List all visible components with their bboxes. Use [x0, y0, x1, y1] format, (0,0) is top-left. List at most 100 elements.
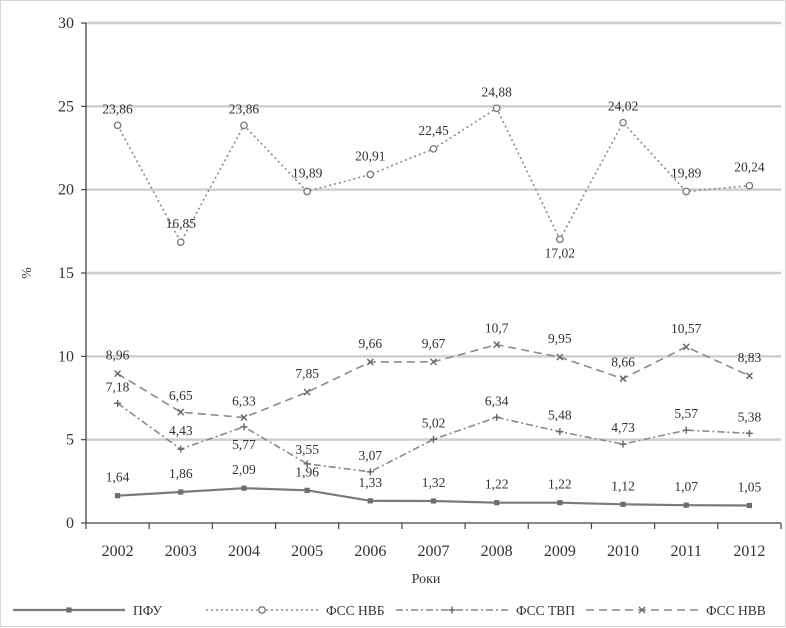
series-3-data-label: 3,07: [359, 448, 383, 463]
series-2-marker: [113, 121, 122, 130]
series-1-marker: [241, 485, 247, 491]
series-2-data-label: 17,02: [545, 245, 575, 260]
series-2-marker: [682, 187, 691, 196]
x-tick-label-2007: 2007: [418, 543, 450, 560]
series-2-data-label: 24,02: [608, 99, 638, 114]
series-2-marker: [492, 104, 501, 113]
series-4-data-label: 9,95: [548, 331, 572, 346]
series-1-data-label: 1,07: [674, 479, 698, 494]
series-4-data-label: 9,66: [359, 336, 383, 351]
legend-marker-series-4: [638, 606, 646, 614]
legend: ПФУ ФСС НВБ ФСС ТВП ФСС НВВ: [13, 603, 766, 618]
y-tick-label-15: 15: [58, 265, 74, 282]
series-1-marker: [620, 501, 626, 507]
series-1-data-label: 2,09: [232, 462, 256, 477]
series-2-marker: [240, 121, 248, 130]
series-markers: [113, 104, 754, 509]
series-3-marker: [366, 468, 374, 476]
series-2-data-label: 19,89: [292, 166, 323, 181]
series-1-data-label: 1,12: [611, 478, 635, 493]
series-4-marker: [114, 370, 122, 378]
series-4-marker: [556, 353, 564, 361]
series-1-marker: [114, 493, 121, 499]
series-4-data-label: 10,7: [485, 321, 509, 336]
x-tick-labels: 2002 2003 2004 2005 2006 2007 2008 2009 2010 2011…: [102, 543, 766, 560]
series-2-data-label: 24,88: [481, 84, 512, 99]
series-2-data-label: 20,24: [734, 160, 765, 175]
series-4-data-label: 8,66: [611, 355, 635, 370]
legend-label-series-2: ФСС НВБ: [326, 603, 385, 618]
series-4-data-label: 8,96: [106, 348, 130, 363]
series-2-data-label: 20,91: [355, 149, 385, 164]
x-tick-label-2006: 2006: [354, 543, 386, 560]
series-4-marker: [745, 372, 753, 380]
legend-label-series-1: ПФУ: [133, 603, 162, 618]
series-1-data-label: 1,86: [169, 466, 193, 481]
series-4-marker: [177, 408, 185, 416]
y-axis-label: %: [20, 267, 35, 279]
series-3-data-label: 6,34: [485, 393, 509, 408]
series-4-data-label: 8,83: [738, 350, 762, 365]
series-3-data-label: 5,77: [232, 437, 256, 452]
series-2-data-label: 19,89: [671, 166, 702, 181]
series-4-marker: [493, 341, 501, 349]
series-2-data-label: 22,45: [418, 123, 449, 138]
data-labels: 1,64 1,86 2,09 1,96 1,33 1,32 1,22 1,22 1,12 1,07…: [102, 84, 764, 494]
series-2-marker: [303, 187, 311, 196]
series-2-marker: [556, 235, 564, 244]
series-4-marker: [240, 414, 248, 421]
series-1-marker: [683, 502, 689, 508]
series-4-marker: [682, 343, 690, 351]
series-4-marker: [366, 358, 374, 366]
series-4-marker: [430, 358, 437, 366]
series-3-data-label: 5,57: [674, 406, 698, 421]
gridlines: [86, 21, 781, 441]
series-2-marker: [619, 118, 627, 127]
series-3-marker: [177, 445, 185, 453]
series-3-data-label: 5,02: [422, 415, 446, 430]
series-1-data-label: 1,32: [422, 475, 446, 490]
x-tick-label-2009: 2009: [544, 543, 576, 560]
series-3-data-label: 4,43: [169, 423, 193, 438]
y-tick-label-0: 0: [66, 515, 74, 532]
series-3-marker: [682, 426, 690, 434]
series-3-data-label: 4,73: [611, 420, 635, 435]
x-tick-label-2002: 2002: [102, 543, 134, 560]
series-3-marker: [493, 413, 501, 421]
series-3-marker: [745, 429, 753, 437]
x-tick-label-2012: 2012: [733, 543, 765, 560]
series-2-marker: [366, 170, 375, 179]
series-2-data-label: 23,86: [102, 101, 133, 116]
series-1-data-label: 1,64: [106, 470, 130, 485]
series-1-marker: [746, 502, 753, 509]
y-tick-label-20: 20: [58, 182, 74, 199]
series-1-marker: [494, 500, 500, 506]
series-4-data-label: 6,65: [169, 388, 193, 403]
legend-marker-series-3: [448, 606, 456, 614]
series-3-marker: [114, 399, 122, 407]
series-3-data-label: 5,38: [738, 409, 762, 424]
series-2-data-label: 16,85: [166, 216, 197, 231]
series-3-marker: [430, 435, 437, 443]
series-1-data-label: 1,05: [738, 480, 762, 495]
series-4-data-label: 7,85: [295, 366, 319, 381]
x-tick-label-2003: 2003: [165, 543, 197, 560]
series-3-marker: [303, 460, 311, 468]
series-1-marker: [367, 498, 373, 504]
series-1-marker: [430, 498, 437, 504]
series-3-data-label: 7,18: [106, 379, 130, 394]
series-2-marker: [429, 144, 438, 153]
series-3-data-label: 5,48: [548, 408, 572, 423]
series-2-marker: [176, 238, 185, 247]
series-3-marker: [240, 423, 248, 431]
series-3-line: [117, 402, 750, 473]
legend-label-series-3: ФСС ТВП: [516, 603, 575, 618]
series-1-marker: [178, 489, 184, 495]
series-2-marker: [745, 181, 754, 190]
series-3-marker: [619, 440, 627, 448]
x-tick-label-2011: 2011: [671, 543, 702, 560]
series-lines: [116, 107, 750, 507]
series-1-data-label: 1,22: [548, 477, 572, 492]
x-tick-label-2010: 2010: [607, 543, 639, 560]
